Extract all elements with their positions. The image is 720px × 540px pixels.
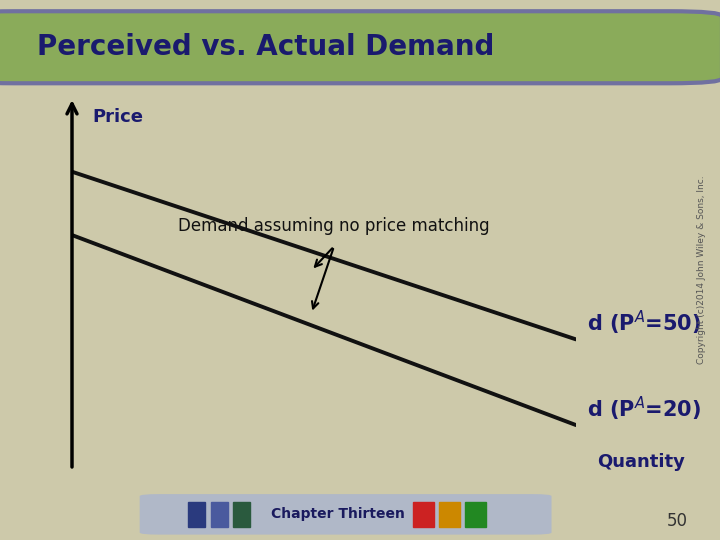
Text: Price: Price xyxy=(92,109,143,126)
Bar xyxy=(189,502,205,526)
Text: Copyright (c)2014 John Wiley & Sons, Inc.: Copyright (c)2014 John Wiley & Sons, Inc… xyxy=(698,176,706,364)
Bar xyxy=(413,502,433,526)
Text: Chapter Thirteen: Chapter Thirteen xyxy=(271,507,405,521)
Text: d (P$^A$=20): d (P$^A$=20) xyxy=(587,395,701,423)
Text: Quantity: Quantity xyxy=(598,453,685,471)
Bar xyxy=(439,502,460,526)
Bar xyxy=(465,502,486,526)
Bar xyxy=(211,502,228,526)
Bar xyxy=(233,502,250,526)
Text: d (P$^A$=50): d (P$^A$=50) xyxy=(587,309,701,338)
FancyBboxPatch shape xyxy=(0,11,720,83)
Text: Perceived vs. Actual Demand: Perceived vs. Actual Demand xyxy=(37,33,495,61)
Text: 50: 50 xyxy=(667,512,688,530)
FancyBboxPatch shape xyxy=(140,494,552,535)
Text: Demand assuming no price matching: Demand assuming no price matching xyxy=(179,217,490,235)
